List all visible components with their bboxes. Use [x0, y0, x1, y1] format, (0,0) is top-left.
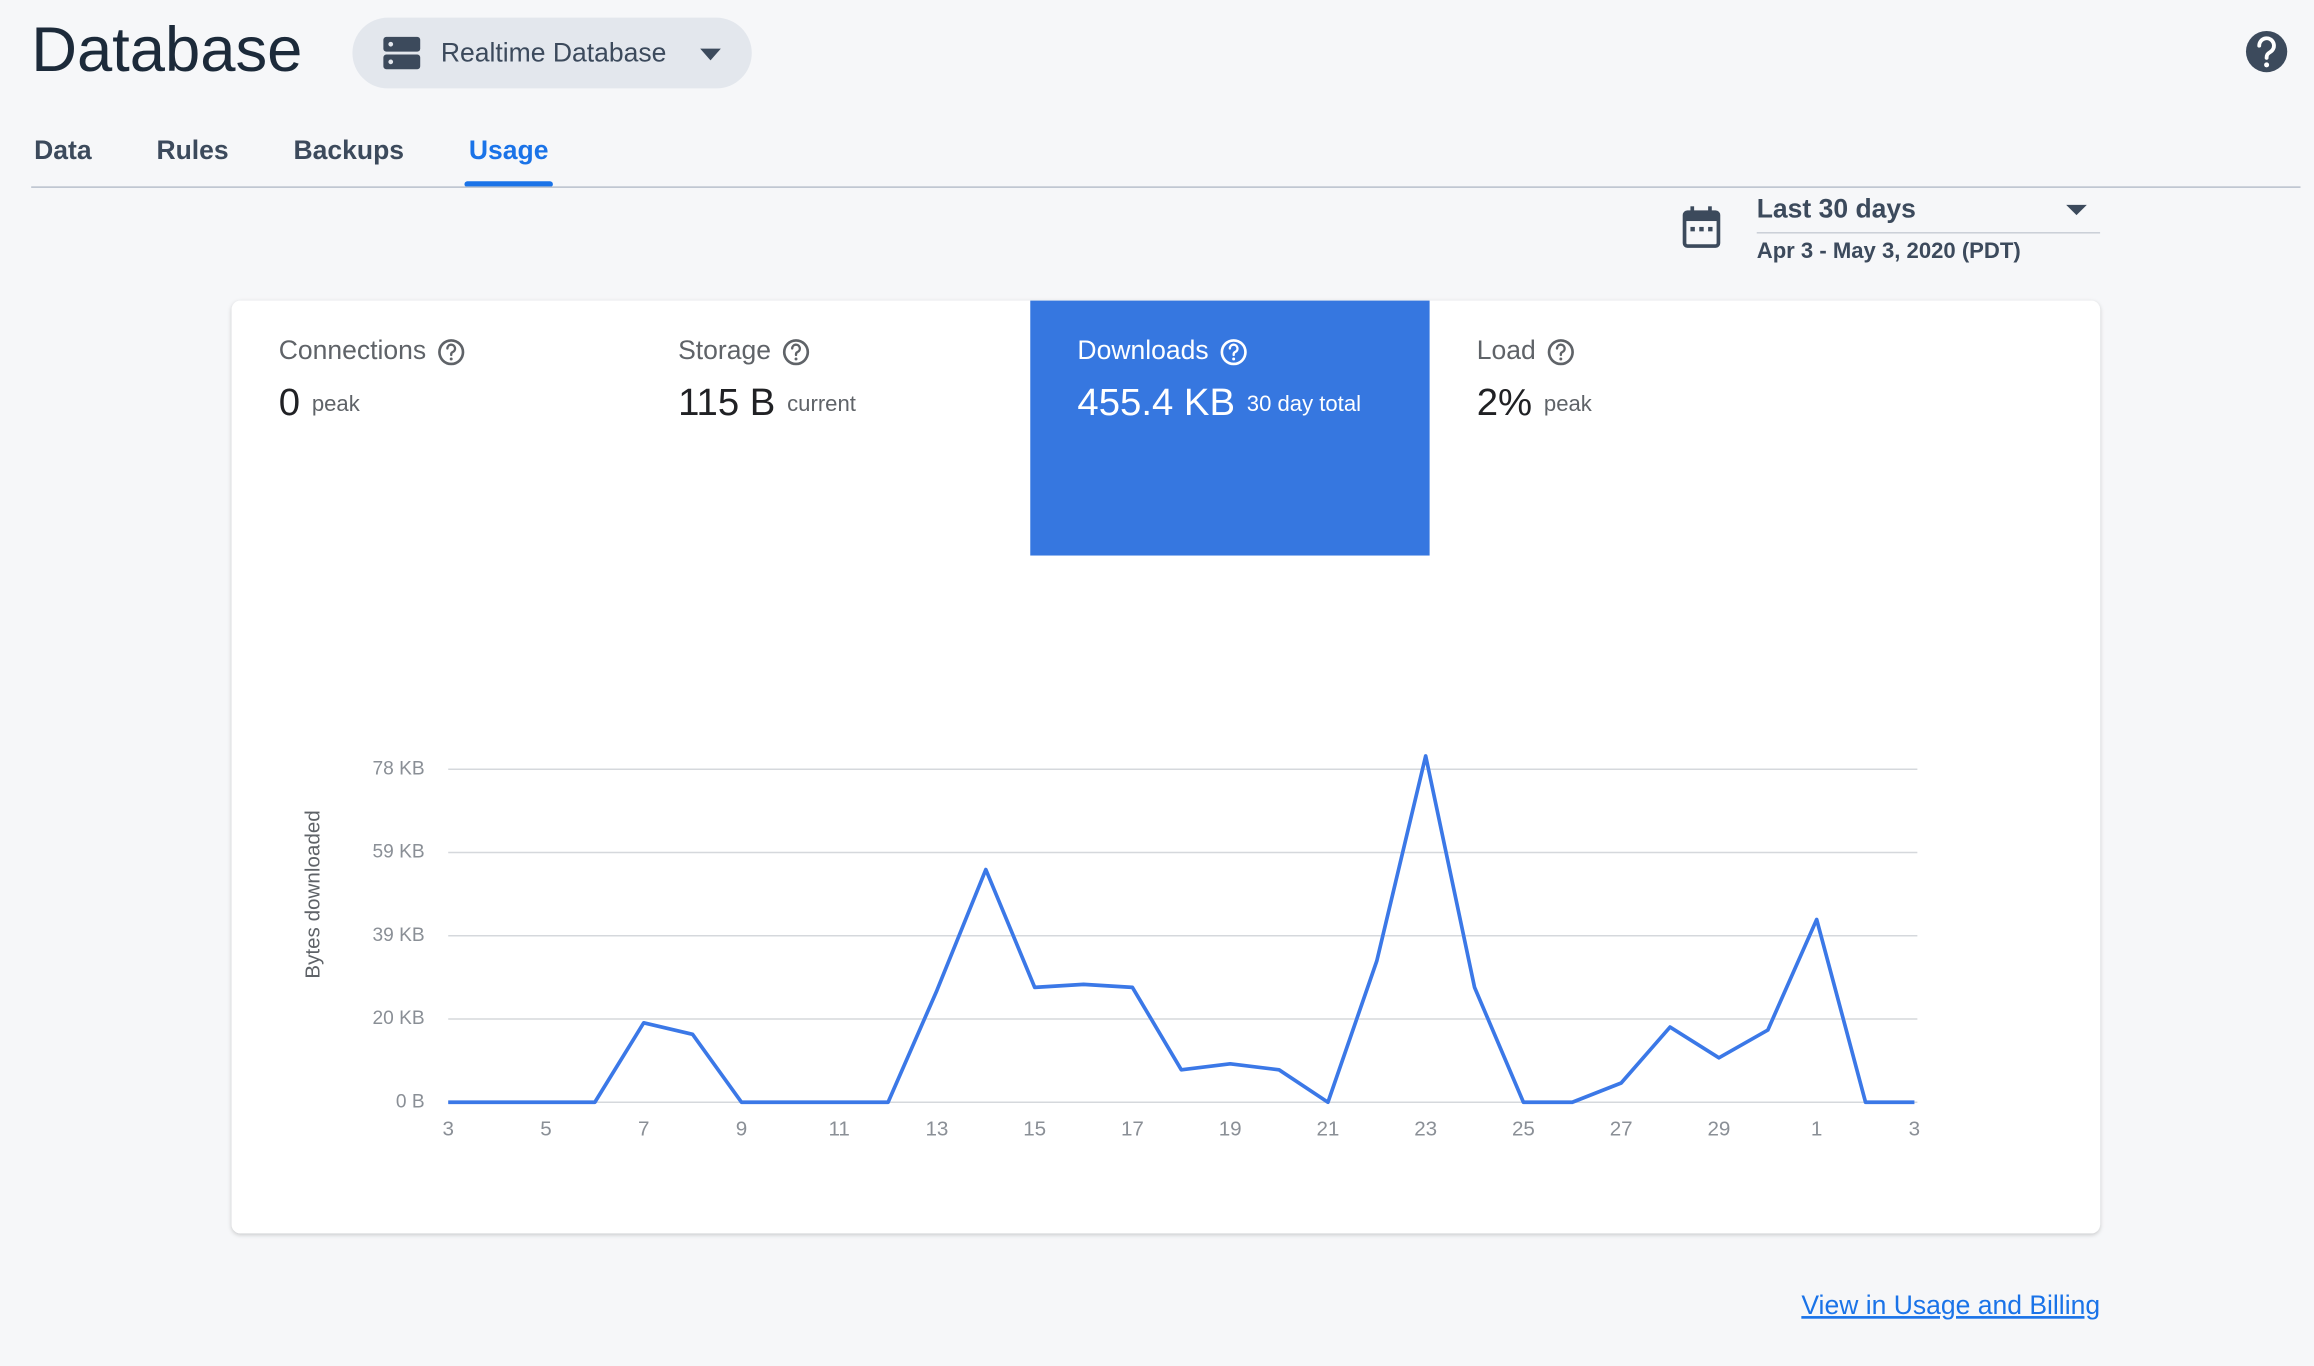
help-icon-dot [794, 357, 798, 361]
x-tick-label: 3 [442, 1118, 453, 1141]
dropdown-arrow [2066, 204, 2087, 216]
x-tick-label: 3 [1909, 1118, 1920, 1141]
x-tick-label: 17 [1121, 1118, 1144, 1141]
x-tick-label: 13 [925, 1118, 948, 1141]
y-axis-title: Bytes downloaded [302, 810, 325, 978]
x-tick-label: 23 [1414, 1118, 1437, 1141]
metric-unit: current [787, 391, 856, 416]
data-line [448, 754, 1915, 1105]
help-icon [1547, 339, 1574, 366]
tab[interactable]: Backups [294, 135, 405, 165]
help-button[interactable] [2245, 30, 2288, 73]
metric-value-line: 115 B current [678, 381, 856, 424]
selector-pill[interactable] [352, 17, 752, 89]
help-icon [782, 339, 810, 366]
metric-value-line: 455.4 KB 30 day total [1077, 381, 1361, 424]
help-icon-glyph [1555, 343, 1566, 357]
x-tick-label: 25 [1512, 1118, 1535, 1141]
x-tick-label: 11 [828, 1118, 849, 1141]
y-tick-label: 78 KB [372, 758, 424, 779]
help-icon-glyph [446, 343, 457, 357]
tab-bar: Data Rules Backups Usage [34, 135, 553, 188]
metric-value: 2% [1477, 381, 1532, 424]
db-icon [383, 36, 421, 70]
x-tick-label: 29 [1707, 1118, 1730, 1141]
help-icon [1220, 339, 1247, 366]
active-tab-indicator [464, 181, 553, 188]
y-tick-label: 0 B [396, 1091, 425, 1112]
metric-value: 455.4 KB [1077, 381, 1235, 424]
x-tick-label: 21 [1316, 1118, 1339, 1141]
x-tick-label: 19 [1219, 1118, 1242, 1141]
metric-value: 115 B [678, 381, 775, 424]
usage-card [231, 300, 2101, 1234]
help-icon [438, 339, 465, 366]
metric-unit: 30 day total [1247, 391, 1361, 416]
metric-unit: peak [1544, 391, 1593, 416]
tab[interactable]: Data [34, 135, 92, 165]
y-tick-label: 20 KB [372, 1008, 424, 1029]
chart: Bytes downloaded 0 B 20 KB 39 KB 59 KB 78 KB 3… [302, 754, 1920, 1141]
y-tick-label: 39 KB [372, 925, 424, 946]
dropdown-arrow [700, 48, 721, 61]
help-icon-dot [1232, 357, 1236, 361]
db-selector[interactable]: Realtime Database [352, 17, 752, 89]
x-tick-label: 5 [540, 1118, 551, 1141]
calendar-icon [1682, 206, 1721, 248]
x-tick-label: 7 [638, 1118, 649, 1141]
x-tick-label: 1 [1811, 1118, 1822, 1141]
selected-metric-bg[interactable] [1030, 300, 1430, 556]
metric-name[interactable]: Downloads [1077, 335, 1208, 365]
tab[interactable]: Rules [156, 135, 228, 165]
x-tick-label: 27 [1610, 1118, 1633, 1141]
help-icon-dot [1559, 357, 1563, 361]
metric-value-line: 2% peak [1477, 381, 1593, 424]
metric-value-line: 0 peak [279, 381, 361, 424]
metric-name[interactable]: Load [1477, 335, 1536, 365]
date-range-text: Apr 3 - May 3, 2020 (PDT) [1757, 238, 2021, 263]
date-picker[interactable]: Last 30 days Apr 3 - May 3, 2020 (PDT) [1682, 194, 2101, 263]
x-tick-label: 15 [1023, 1118, 1046, 1141]
metric-tabs: Connections 0 peak Storage 115 B current Downl… [279, 300, 1593, 556]
metric-unit: peak [312, 391, 361, 416]
date-range-label[interactable]: Last 30 days [1757, 194, 1916, 224]
tab[interactable]: Usage [469, 135, 549, 165]
help-icon-dot [449, 357, 453, 361]
y-tick-label: 59 KB [372, 842, 424, 863]
selector-label[interactable]: Realtime Database [441, 38, 667, 68]
metric-name[interactable]: Storage [678, 335, 771, 365]
metric-value: 0 [279, 381, 300, 424]
x-tick-label: 9 [736, 1118, 747, 1141]
billing-link[interactable]: View in Usage and Billing [1801, 1290, 2100, 1320]
help-icon-glyph [791, 343, 802, 357]
page-title: Database [31, 15, 302, 85]
metric-name[interactable]: Connections [279, 335, 426, 365]
help-icon-glyph [1228, 343, 1239, 357]
